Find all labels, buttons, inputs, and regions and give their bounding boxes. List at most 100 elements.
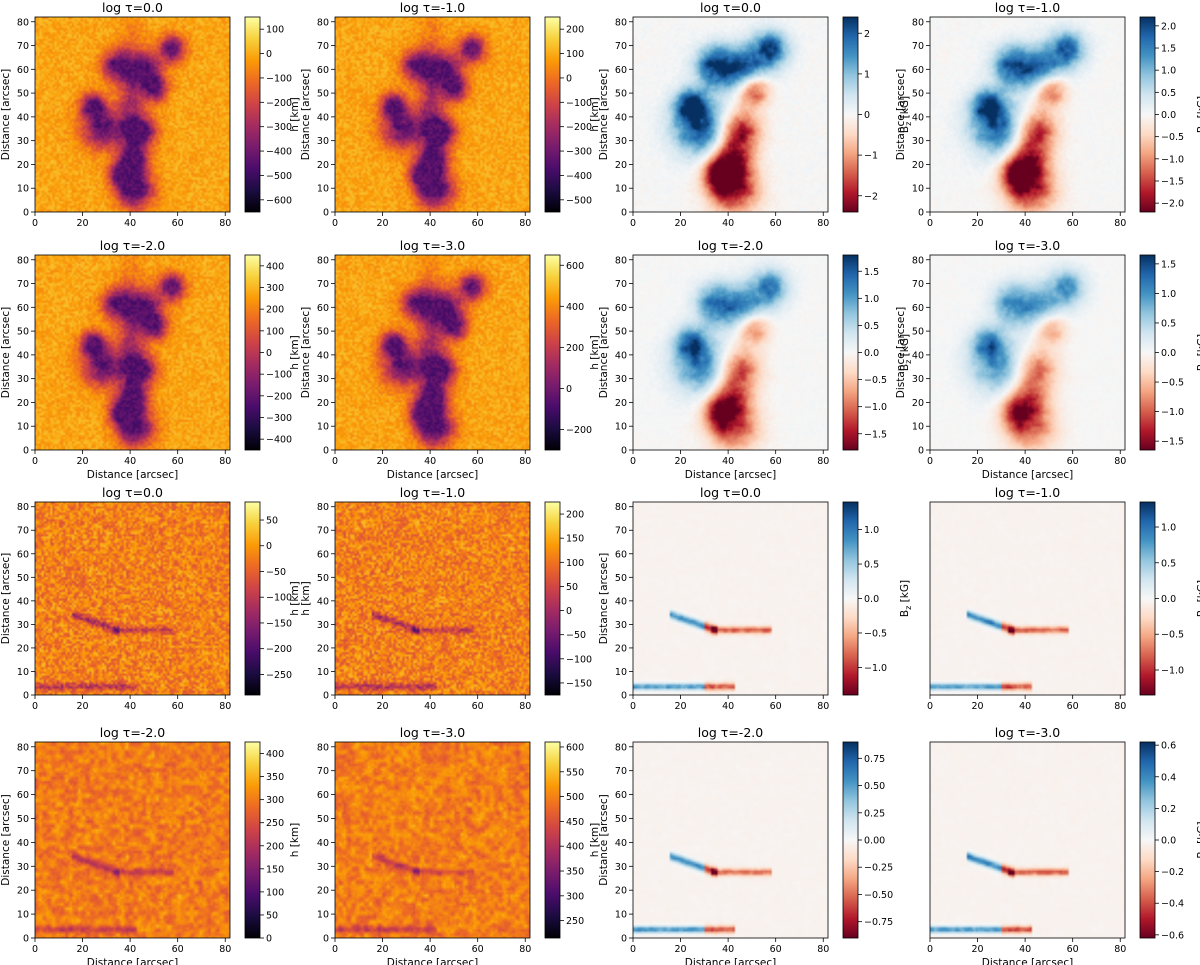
y-tick-label: 0 (23, 691, 29, 702)
y-tick-label: 10 (912, 184, 924, 195)
colorbar-label: h [km] (289, 823, 301, 858)
y-axis-label: Distance [arcsec] (0, 794, 12, 885)
y-axis-label: Distance [arcsec] (598, 69, 610, 160)
colorbar-tick-label: −1.5 (1161, 437, 1184, 448)
colorbar-tick-label: −1.5 (864, 429, 887, 440)
colorbar-tick-label: −100 (566, 98, 592, 109)
y-tick-label: 70 (912, 41, 924, 52)
panel-title: log τ=0.0 (102, 0, 163, 15)
colorbar (1139, 254, 1156, 451)
x-tick-label: 20 (77, 218, 89, 229)
x-tick-label: 80 (817, 701, 829, 712)
panel-title: log τ=-1.0 (400, 485, 465, 500)
y-tick-label: 80 (615, 502, 627, 513)
colorbar (244, 254, 261, 451)
heatmap-image (633, 255, 828, 450)
x-tick-label: 20 (972, 701, 984, 712)
x-tick-label: 0 (630, 218, 636, 229)
y-tick-label: 40 (615, 596, 627, 607)
y-tick-label: 20 (17, 398, 29, 409)
colorbar-tick-label: 1 (864, 69, 870, 80)
colorbar-tick-label: −150 (266, 618, 292, 629)
panel-3-3: log τ=-3.0 0 20 40 60 80 Distance [arcsec] 0.6 0… (927, 725, 1200, 965)
y-tick-label: 30 (615, 620, 627, 631)
heatmap-image (930, 255, 1125, 450)
y-tick-label: 10 (317, 667, 329, 678)
colorbar-tick-label: 2.0 (1161, 21, 1176, 32)
axes-frame (929, 741, 1126, 939)
heatmap-image (335, 502, 530, 695)
y-tick-label: 20 (615, 643, 627, 654)
colorbar-tick-label: 400 (566, 842, 584, 853)
y-tick-label: 0 (621, 934, 627, 945)
x-tick-label: 60 (770, 701, 782, 712)
colorbar-tick-label: 50 (566, 582, 578, 593)
y-tick-label: 40 (317, 112, 329, 123)
y-tick-label: 60 (17, 65, 29, 76)
colorbar-tick-label: 0.0 (1161, 594, 1176, 605)
colorbar-tick-label: 600 (566, 261, 584, 272)
y-tick-label: 60 (615, 790, 627, 801)
panel-2-3: log τ=-1.0 0 20 40 60 80 1.0 0.5 0.0 −0.5 −1.0 Bz [… (927, 485, 1200, 712)
colorbar (244, 501, 261, 696)
y-tick-label: 70 (17, 279, 29, 290)
colorbar-tick-label: 0 (566, 384, 572, 395)
x-tick-label: 80 (519, 701, 531, 712)
panel-0-2: log τ=0.00 20 40 60 8001020304050607080Dista… (598, 0, 913, 229)
x-tick-label: 40 (722, 701, 734, 712)
axes-frame (34, 501, 231, 696)
y-tick-label: 60 (317, 65, 329, 76)
colorbar-tick-label: 0 (566, 73, 572, 84)
colorbar-label: h [km] (589, 97, 601, 132)
panel-title: log τ=0.0 (700, 485, 761, 500)
y-tick-label: 50 (17, 573, 29, 584)
y-tick-label: 50 (317, 573, 329, 584)
axes-frame (34, 741, 231, 939)
colorbar-tick-label: 0.0 (1161, 110, 1176, 121)
panel-title: log τ=-2.0 (100, 725, 165, 740)
colorbar (544, 501, 561, 696)
y-tick-label: 50 (317, 89, 329, 100)
colorbar-tick-label: 1.5 (1161, 259, 1176, 270)
x-tick-label: 20 (675, 701, 687, 712)
y-tick-label: 10 (615, 667, 627, 678)
x-tick-label: 0 (927, 701, 933, 712)
heatmap-image (35, 17, 230, 212)
panel-3-2: log τ=-2.0 0 20 40 60 80 0 10 20 30 40 50 60 70 80 Dist… (598, 725, 893, 965)
colorbar-tick-label: −250 (266, 670, 292, 681)
x-tick-label: 40 (424, 701, 436, 712)
colorbar-tick-label: 500 (566, 792, 584, 803)
y-tick-label: 40 (17, 838, 29, 849)
colorbar-tick-label: 1.0 (1161, 289, 1176, 300)
x-tick-label: 40 (1019, 456, 1031, 467)
y-tick-label: 80 (17, 742, 29, 753)
x-tick-label: 60 (172, 701, 184, 712)
x-tick-label: 20 (675, 218, 687, 229)
y-tick-label: 80 (317, 502, 329, 513)
panel-title: log τ=0.0 (102, 485, 163, 500)
x-tick-label: 0 (32, 701, 38, 712)
y-tick-label: 0 (621, 691, 627, 702)
colorbar-tick-label: 300 (266, 795, 284, 806)
heatmap-image (335, 17, 530, 212)
colorbar-tick-label: 400 (266, 749, 284, 760)
y-tick-label: 50 (615, 814, 627, 825)
y-tick-label: 40 (615, 350, 627, 361)
colorbar-label: h [km] (289, 581, 301, 616)
panel-title: log τ=-3.0 (995, 238, 1060, 253)
colorbar-tick-label: −400 (566, 171, 592, 182)
y-tick-label: 20 (615, 160, 627, 171)
colorbar-tick-label: 50 (266, 516, 278, 527)
y-tick-label: 20 (615, 398, 627, 409)
colorbar-tick-label: −1.0 (1161, 665, 1184, 676)
panel-title: log τ=-1.0 (400, 0, 465, 15)
x-axis-label: Distance [arcsec] (87, 957, 178, 965)
axes-frame (632, 501, 829, 696)
x-tick-label: 60 (172, 456, 184, 467)
y-tick-label: 20 (317, 643, 329, 654)
colorbar-tick-label: −400 (266, 147, 292, 158)
colorbar-tick-label: 0.2 (1161, 804, 1176, 815)
colorbar-label: Bz [kG] (1196, 334, 1200, 371)
x-tick-label: 40 (124, 218, 136, 229)
y-tick-label: 20 (317, 398, 329, 409)
